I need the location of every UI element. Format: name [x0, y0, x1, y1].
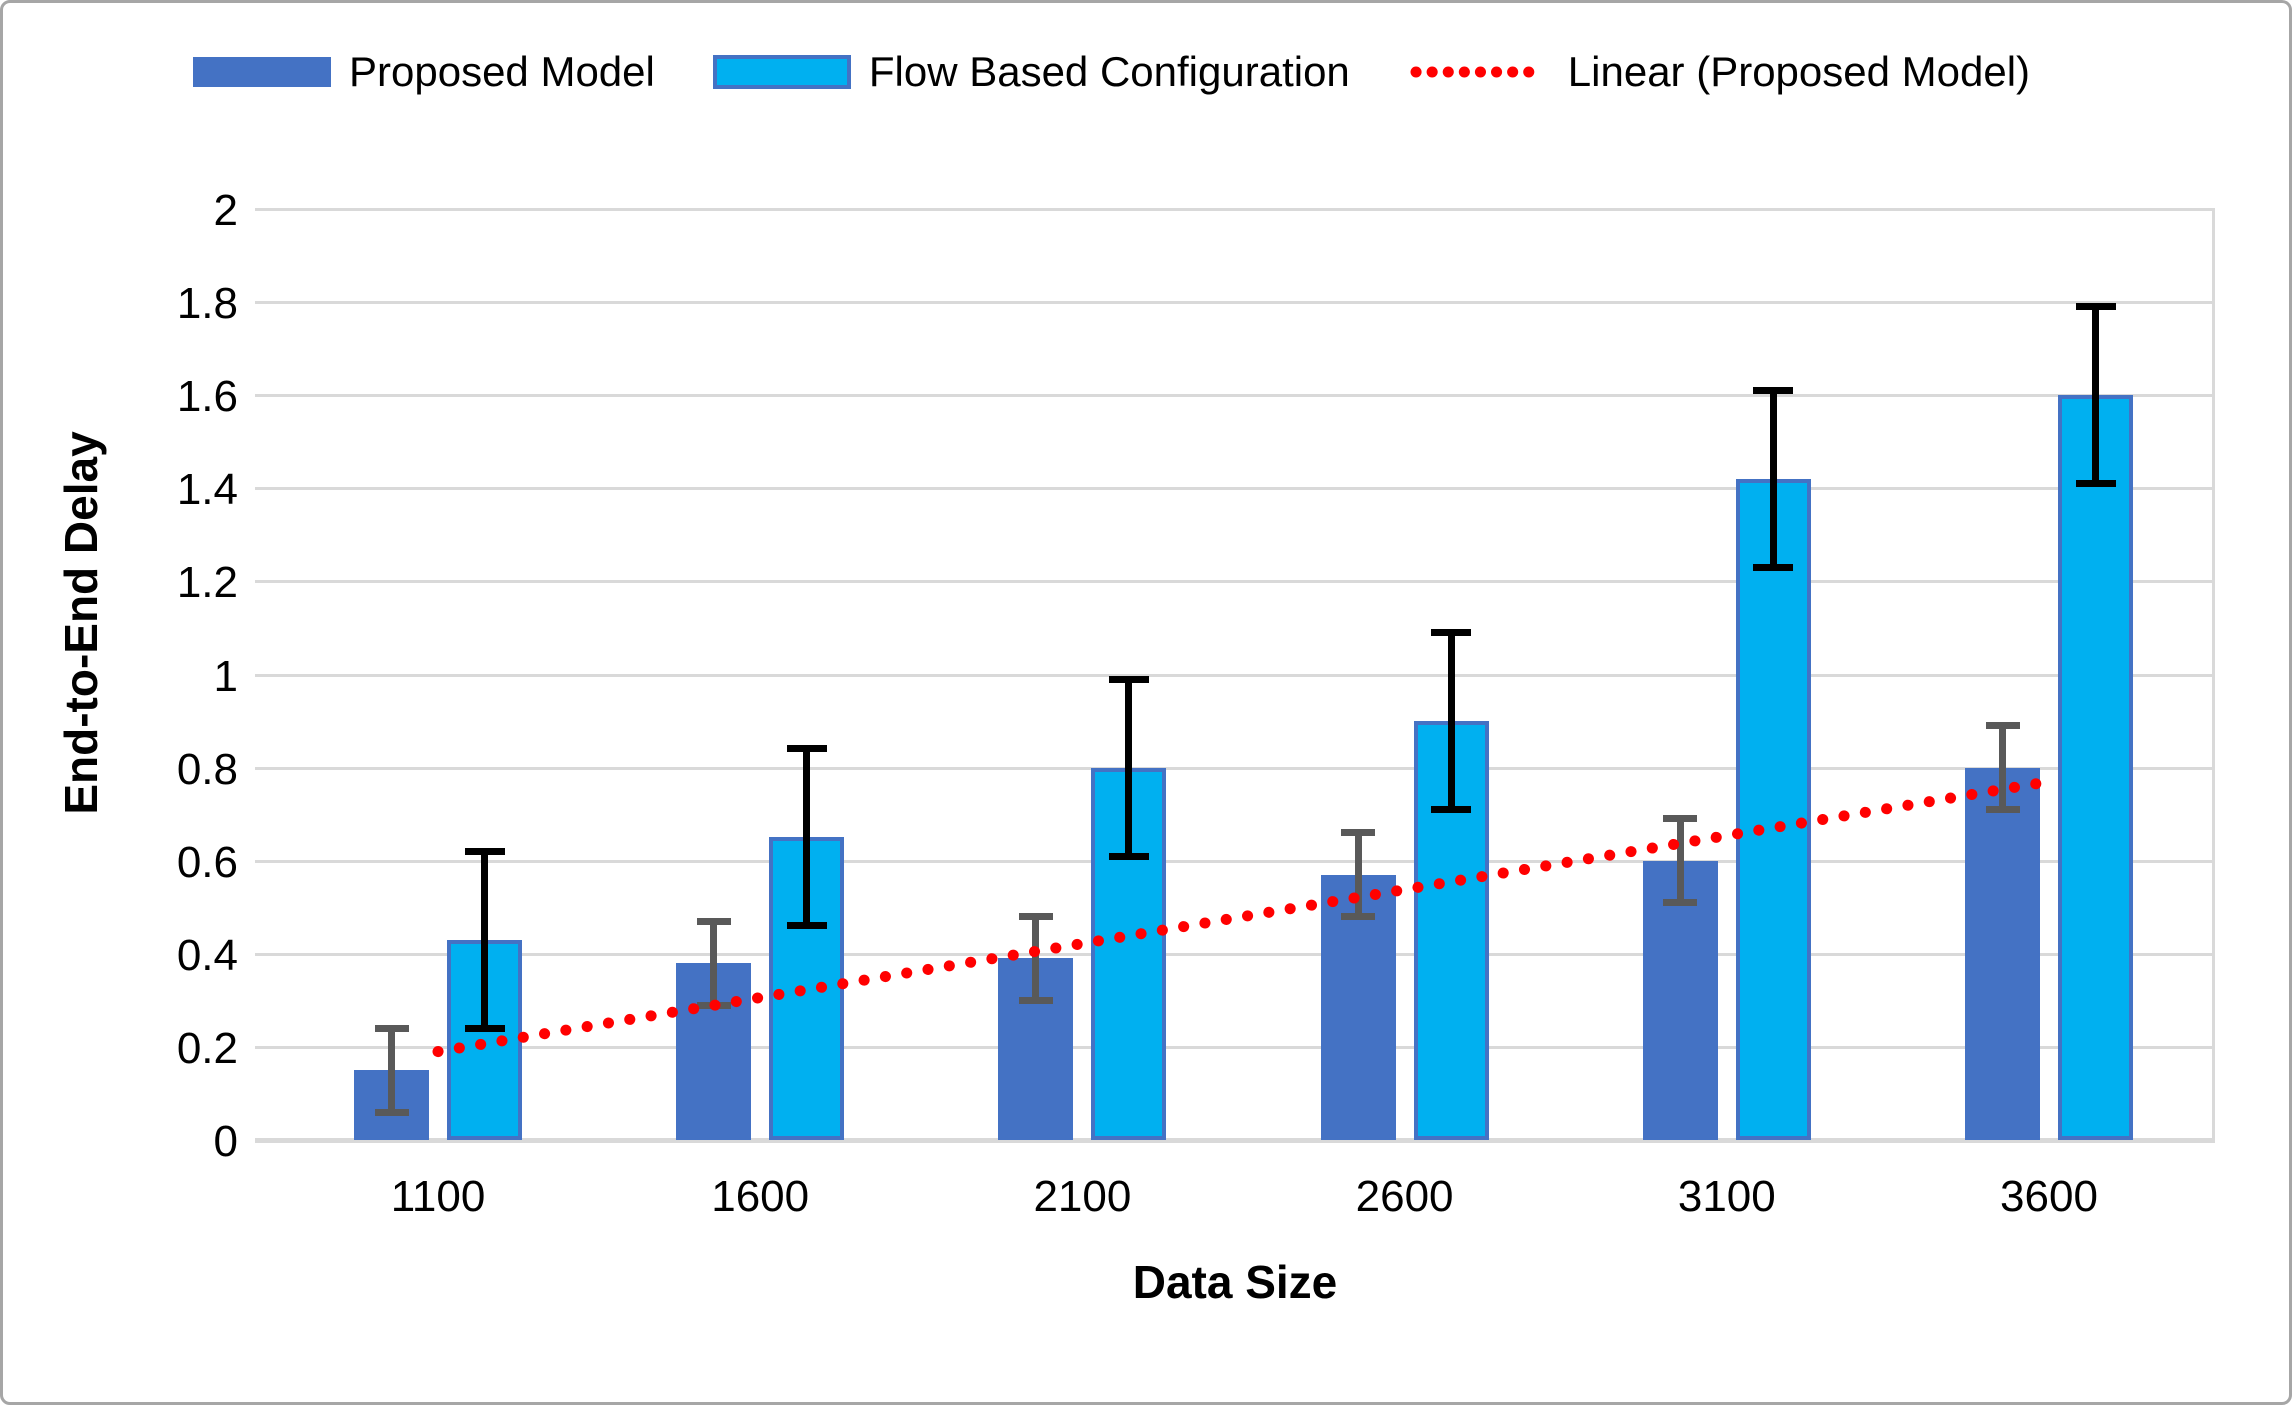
- legend-item-proposed-model: Proposed Model: [193, 51, 655, 93]
- x-tick-label: 2600: [1355, 1172, 1454, 1221]
- gridline: [255, 487, 2215, 491]
- y-tick-label: 0.8: [176, 744, 238, 794]
- error-bar-flow-based-configuration: [786, 922, 827, 930]
- error-bar-proposed-model: [710, 921, 718, 1005]
- error-bar-proposed-model: [1032, 916, 1040, 1001]
- y-tick-label: 1.2: [176, 558, 238, 608]
- error-bar-flow-based-configuration: [1769, 390, 1777, 568]
- error-bar-flow-based-configuration: [2092, 306, 2099, 484]
- gridline: [255, 1045, 2215, 1049]
- error-bar-flow-based-configuration: [481, 851, 488, 1029]
- error-bar-flow-based-configuration: [1108, 675, 1149, 683]
- error-bar-proposed-model: [1663, 899, 1698, 907]
- y-tick-label: 1.6: [176, 372, 238, 422]
- x-tick-label: 1100: [390, 1172, 486, 1221]
- y-tick-label: 0.6: [176, 837, 238, 887]
- error-bar-flow-based-configuration: [786, 745, 827, 753]
- error-bar-proposed-model: [1341, 829, 1376, 837]
- y-tick-label: 1.8: [176, 279, 238, 329]
- legend-label-linear-trendline: Linear (Proposed Model): [1567, 48, 2031, 95]
- y-tick-label: 1: [213, 651, 238, 701]
- error-bar-proposed-model: [1341, 913, 1376, 921]
- error-bar-flow-based-configuration: [2075, 480, 2116, 488]
- error-bar-flow-based-configuration: [1431, 629, 1472, 637]
- error-bar-flow-based-configuration: [803, 748, 811, 926]
- gridline: [255, 766, 2215, 770]
- error-bar-proposed-model: [1999, 725, 2006, 810]
- error-bar-proposed-model: [388, 1028, 395, 1113]
- gridline: [255, 394, 2215, 398]
- legend-item-linear-trendline: Linear (Proposed Model): [1408, 51, 2030, 93]
- x-tick-label: 3100: [1677, 1172, 1776, 1221]
- error-bar-proposed-model: [1018, 996, 1053, 1004]
- error-bar-proposed-model: [696, 917, 731, 925]
- error-bar-proposed-model: [696, 1001, 731, 1009]
- error-bar-flow-based-configuration: [1431, 805, 1472, 813]
- legend-swatch-proposed-model: [193, 57, 331, 87]
- gridline: [255, 859, 2215, 863]
- x-tick-label: 1600: [711, 1172, 810, 1221]
- y-tick-label: 0.4: [176, 930, 238, 980]
- error-bar-flow-based-configuration: [2075, 303, 2116, 311]
- x-axis-title: Data Size: [1132, 1256, 1338, 1308]
- y-tick-label: 0: [213, 1117, 238, 1166]
- legend-swatch-flow-based-configuration: [712, 55, 851, 89]
- error-bar-proposed-model: [374, 1108, 409, 1116]
- legend-item-flow-based-configuration: Flow Based Configuration: [712, 48, 1350, 95]
- error-bar-flow-based-configuration: [1125, 679, 1133, 857]
- error-bar-proposed-model: [1985, 805, 2020, 813]
- error-bar-flow-based-configuration: [464, 1024, 505, 1032]
- y-tick-label: 2: [213, 186, 238, 235]
- x-axis-baseline: [255, 1138, 2215, 1143]
- legend: Proposed Model Flow Based Configuration …: [193, 51, 2030, 93]
- error-bar-proposed-model: [374, 1024, 409, 1032]
- plot-right-border: [2212, 209, 2215, 1140]
- gridline: [255, 301, 2215, 305]
- error-bar-proposed-model: [1018, 913, 1053, 921]
- gridline: [255, 580, 2215, 584]
- error-bar-flow-based-configuration: [1753, 563, 1794, 571]
- y-tick-label: 1.4: [176, 465, 238, 515]
- error-bar-flow-based-configuration: [1753, 387, 1794, 395]
- bar-flow-based-configuration: [2058, 395, 2133, 1140]
- error-bar-proposed-model: [1985, 722, 2020, 730]
- error-bar-flow-based-configuration: [1447, 632, 1455, 810]
- x-tick-label: 2100: [1033, 1172, 1132, 1221]
- x-tick-label: 3600: [2000, 1172, 2098, 1221]
- dotted-line-icon: [1410, 66, 1550, 78]
- y-tick-label: 0.2: [176, 1023, 238, 1073]
- error-bar-flow-based-configuration: [1108, 852, 1149, 860]
- legend-label-flow-based-configuration: Flow Based Configuration: [868, 48, 1350, 95]
- error-bar-proposed-model: [1663, 815, 1698, 823]
- error-bar-flow-based-configuration: [464, 847, 505, 855]
- error-bar-proposed-model: [1676, 818, 1684, 903]
- legend-label-proposed-model: Proposed Model: [349, 48, 655, 95]
- gridline: [255, 952, 2215, 956]
- error-bar-proposed-model: [1354, 832, 1362, 917]
- gridline: [255, 208, 2215, 211]
- bar-proposed-model: [1965, 767, 2040, 1140]
- gridline: [255, 673, 2215, 677]
- bar-flow-based-configuration: [1735, 478, 1811, 1140]
